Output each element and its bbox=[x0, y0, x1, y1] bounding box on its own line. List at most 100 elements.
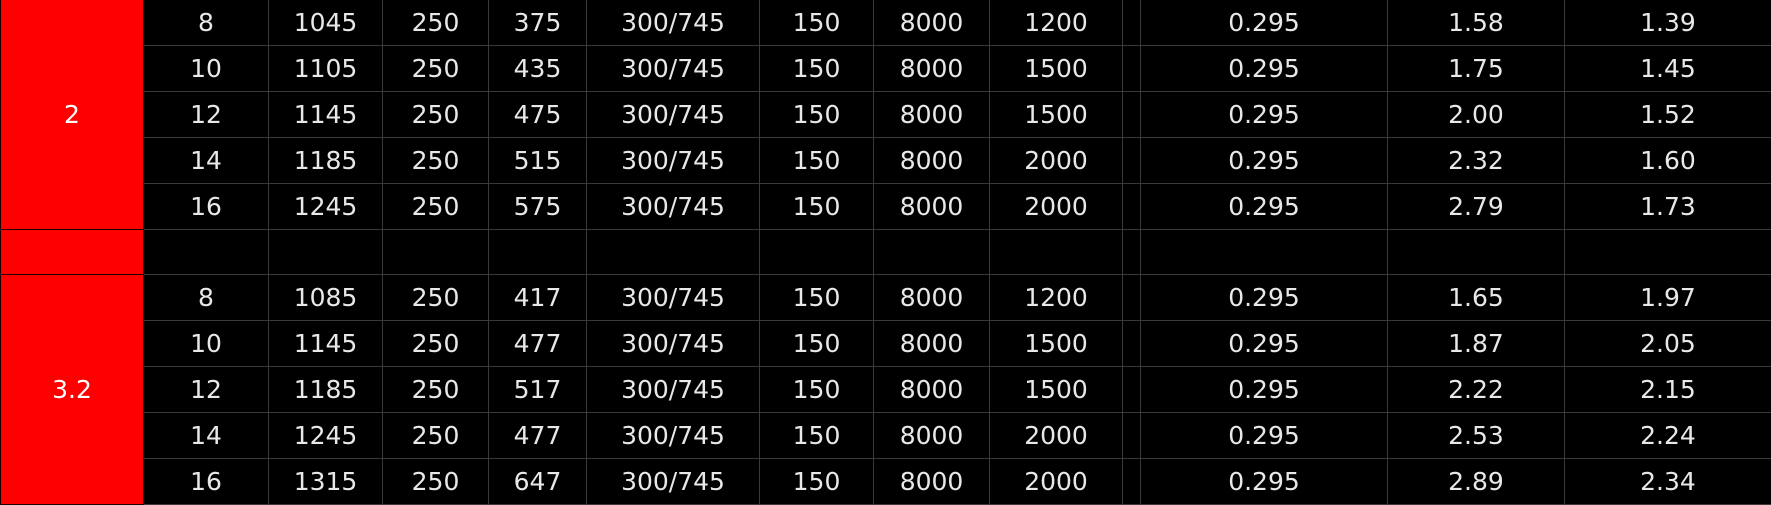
table-row: 14 1185 250 515 300/745 150 8000 2000 0.… bbox=[1, 138, 1771, 184]
table-cell: 2.32 bbox=[1388, 138, 1565, 184]
table-cell: 2.05 bbox=[1565, 321, 1771, 367]
table-cell: 250 bbox=[383, 92, 489, 138]
table-cell: 150 bbox=[760, 184, 874, 230]
table-row: 16 1245 250 575 300/745 150 8000 2000 0.… bbox=[1, 184, 1771, 230]
table-cell: 1185 bbox=[269, 367, 383, 413]
table-cell: 1.60 bbox=[1565, 138, 1771, 184]
table-cell: 1145 bbox=[269, 92, 383, 138]
table-cell: 475 bbox=[489, 92, 587, 138]
table-cell: 300/745 bbox=[587, 367, 760, 413]
table-cell: 300/745 bbox=[587, 138, 760, 184]
table-cell: 250 bbox=[383, 321, 489, 367]
empty-cell bbox=[1565, 230, 1771, 275]
table-cell: 2000 bbox=[990, 184, 1123, 230]
column-gap-cell bbox=[1123, 321, 1141, 367]
table-cell: 8 bbox=[144, 0, 269, 46]
table-cell: 1185 bbox=[269, 138, 383, 184]
table-cell: 8000 bbox=[874, 367, 990, 413]
table-cell: 417 bbox=[489, 275, 587, 321]
table-cell: 12 bbox=[144, 367, 269, 413]
table-cell: 2.24 bbox=[1565, 413, 1771, 459]
table-cell: 150 bbox=[760, 0, 874, 46]
table-cell: 1.87 bbox=[1388, 321, 1565, 367]
table-cell: 375 bbox=[489, 0, 587, 46]
table-cell: 1315 bbox=[269, 459, 383, 505]
spacer-row bbox=[1, 230, 1771, 275]
table-cell: 0.295 bbox=[1141, 321, 1388, 367]
column-gap-cell bbox=[1123, 0, 1141, 46]
table-cell: 1500 bbox=[990, 92, 1123, 138]
table-cell: 300/745 bbox=[587, 46, 760, 92]
table-cell: 0.295 bbox=[1141, 92, 1388, 138]
table-cell: 477 bbox=[489, 413, 587, 459]
table-cell: 515 bbox=[489, 138, 587, 184]
table-cell: 250 bbox=[383, 275, 489, 321]
table-cell: 575 bbox=[489, 184, 587, 230]
empty-cell bbox=[760, 230, 874, 275]
table-cell: 0.295 bbox=[1141, 0, 1388, 46]
column-gap-cell bbox=[1123, 459, 1141, 505]
table-cell: 1500 bbox=[990, 367, 1123, 413]
table-cell: 2.53 bbox=[1388, 413, 1565, 459]
table-row: 16 1315 250 647 300/745 150 8000 2000 0.… bbox=[1, 459, 1771, 505]
table-cell: 8000 bbox=[874, 92, 990, 138]
table-cell: 0.295 bbox=[1141, 413, 1388, 459]
table-cell: 517 bbox=[489, 367, 587, 413]
table-cell: 2000 bbox=[990, 138, 1123, 184]
empty-cell bbox=[1141, 230, 1388, 275]
table-cell: 300/745 bbox=[587, 275, 760, 321]
table-cell: 1245 bbox=[269, 184, 383, 230]
table-cell: 16 bbox=[144, 459, 269, 505]
table-cell: 150 bbox=[760, 46, 874, 92]
table-cell: 1245 bbox=[269, 413, 383, 459]
table-cell: 1145 bbox=[269, 321, 383, 367]
empty-cell bbox=[587, 230, 760, 275]
table-cell: 250 bbox=[383, 184, 489, 230]
table-cell: 250 bbox=[383, 367, 489, 413]
table-cell: 150 bbox=[760, 459, 874, 505]
table-cell: 1.45 bbox=[1565, 46, 1771, 92]
table-cell: 16 bbox=[144, 184, 269, 230]
column-gap-cell bbox=[1123, 367, 1141, 413]
table-cell: 250 bbox=[383, 138, 489, 184]
table-cell: 8000 bbox=[874, 413, 990, 459]
table-cell: 14 bbox=[144, 138, 269, 184]
group-label-cell: 3.2 bbox=[1, 275, 144, 505]
table-cell: 2.79 bbox=[1388, 184, 1565, 230]
table-cell: 150 bbox=[760, 413, 874, 459]
table-cell: 300/745 bbox=[587, 459, 760, 505]
table-cell: 8000 bbox=[874, 275, 990, 321]
table-cell: 300/745 bbox=[587, 413, 760, 459]
empty-cell bbox=[489, 230, 587, 275]
table-cell: 250 bbox=[383, 459, 489, 505]
table-cell: 300/745 bbox=[587, 321, 760, 367]
table-cell: 250 bbox=[383, 0, 489, 46]
table-cell: 150 bbox=[760, 138, 874, 184]
table-row: 12 1185 250 517 300/745 150 8000 1500 0.… bbox=[1, 367, 1771, 413]
table-cell: 0.295 bbox=[1141, 367, 1388, 413]
table-cell: 647 bbox=[489, 459, 587, 505]
table-cell: 300/745 bbox=[587, 92, 760, 138]
table-row: 3.2 8 1085 250 417 300/745 150 8000 1200… bbox=[1, 275, 1771, 321]
table-cell: 1.58 bbox=[1388, 0, 1565, 46]
table-cell: 0.295 bbox=[1141, 138, 1388, 184]
table-cell: 2000 bbox=[990, 413, 1123, 459]
empty-cell bbox=[269, 230, 383, 275]
table-cell: 1085 bbox=[269, 275, 383, 321]
table-cell: 1200 bbox=[990, 0, 1123, 46]
table-cell: 1.39 bbox=[1565, 0, 1771, 46]
table-cell: 2.34 bbox=[1565, 459, 1771, 505]
group-spacer-cell bbox=[1, 230, 144, 275]
column-gap-cell bbox=[1123, 92, 1141, 138]
table-cell: 150 bbox=[760, 92, 874, 138]
table-cell: 1.65 bbox=[1388, 275, 1565, 321]
table-cell: 300/745 bbox=[587, 0, 760, 46]
table-row: 12 1145 250 475 300/745 150 8000 1500 0.… bbox=[1, 92, 1771, 138]
table-cell: 1.73 bbox=[1565, 184, 1771, 230]
table-cell: 1200 bbox=[990, 275, 1123, 321]
table-cell: 0.295 bbox=[1141, 459, 1388, 505]
table-cell: 8 bbox=[144, 275, 269, 321]
table-cell: 0.295 bbox=[1141, 184, 1388, 230]
table-row: 2 8 1045 250 375 300/745 150 8000 1200 0… bbox=[1, 0, 1771, 46]
